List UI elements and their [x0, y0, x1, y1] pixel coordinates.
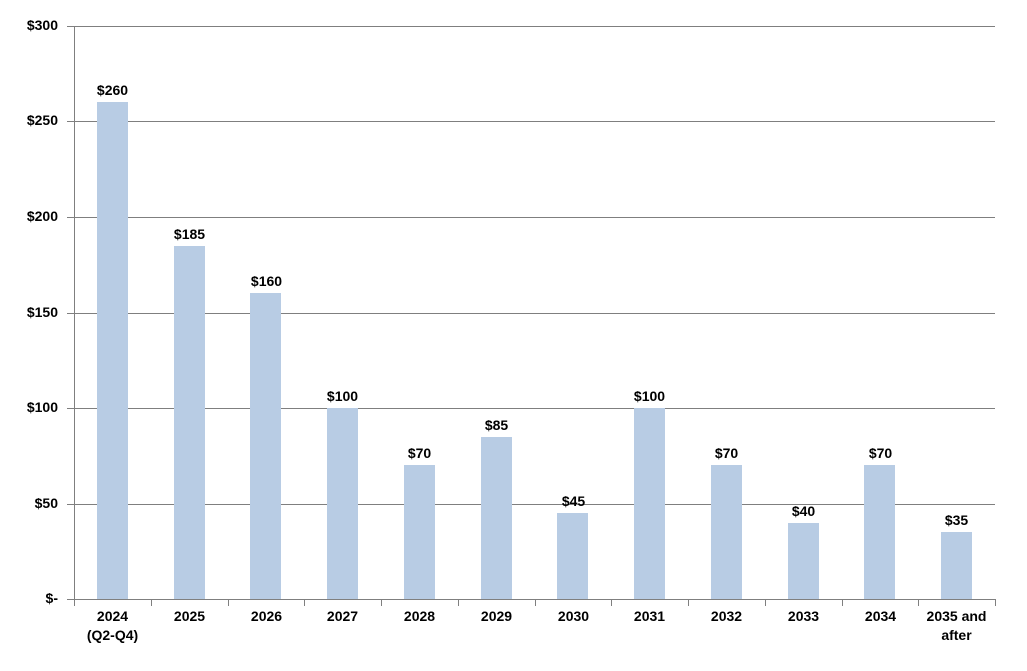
bar: [788, 523, 819, 599]
bar-value-label: $185: [173, 226, 206, 242]
y-axis-line: [74, 26, 75, 606]
bar-value-label: $70: [407, 445, 432, 461]
bar: [404, 465, 435, 599]
x-axis-tick: [381, 599, 382, 606]
y-axis-tick-label: $-: [45, 590, 58, 606]
x-axis-label: 2034: [864, 608, 897, 624]
bar: [250, 293, 281, 599]
bar: [634, 408, 665, 599]
bar: [557, 513, 588, 599]
bar: [864, 465, 895, 599]
x-axis-label: 2035 and after: [926, 608, 987, 643]
bar: [941, 532, 972, 599]
x-axis-label: 2025: [173, 608, 206, 624]
y-axis-tick-label: $300: [26, 17, 58, 33]
x-axis-tick: [995, 599, 996, 606]
x-axis-tick: [918, 599, 919, 606]
gridline: [67, 408, 995, 409]
x-axis-label: 2029: [480, 608, 513, 624]
bar-value-label: $45: [561, 493, 586, 509]
x-axis-tick: [458, 599, 459, 606]
bar: [97, 102, 128, 599]
bar: [711, 465, 742, 599]
bar: [481, 437, 512, 599]
bar-value-label: $100: [326, 388, 359, 404]
bar: [327, 408, 358, 599]
x-axis-label: 2033: [787, 608, 820, 624]
x-axis-label: 2028: [403, 608, 436, 624]
gridline: [67, 504, 995, 505]
x-axis-tick: [74, 599, 75, 606]
bar-value-label: $70: [714, 445, 739, 461]
y-axis-tick-label: $250: [26, 112, 58, 128]
x-axis-line: [67, 599, 995, 600]
y-axis-tick-label: $50: [34, 495, 58, 511]
y-axis-tick-label: $200: [26, 208, 58, 224]
gridline: [67, 217, 995, 218]
x-axis-label: 2026: [250, 608, 283, 624]
x-axis-label: 2027: [326, 608, 359, 624]
x-axis-label: 2031: [633, 608, 666, 624]
x-axis-tick: [535, 599, 536, 606]
bar-value-label: $160: [250, 273, 283, 289]
x-axis-tick: [611, 599, 612, 606]
bar-value-label: $85: [484, 417, 509, 433]
y-axis-tick-label: $150: [26, 304, 58, 320]
bar-value-label: $70: [868, 445, 893, 461]
x-axis-tick: [842, 599, 843, 606]
bar-value-label: $260: [96, 82, 129, 98]
x-axis-label: 2032: [710, 608, 743, 624]
x-axis-tick: [228, 599, 229, 606]
bar-value-label: $35: [944, 512, 969, 528]
x-axis-tick: [151, 599, 152, 606]
x-axis-label: 2030: [557, 608, 590, 624]
bar-value-label: $100: [633, 388, 666, 404]
x-axis-tick: [304, 599, 305, 606]
bar: [174, 246, 205, 599]
x-axis-tick: [688, 599, 689, 606]
bar-value-label: $40: [791, 503, 816, 519]
x-axis-tick: [765, 599, 766, 606]
gridline: [67, 26, 995, 27]
x-axis-label: 2024 (Q2-Q4): [86, 608, 139, 643]
y-axis-tick-label: $100: [26, 399, 58, 415]
gridline: [67, 313, 995, 314]
gridline: [67, 121, 995, 122]
